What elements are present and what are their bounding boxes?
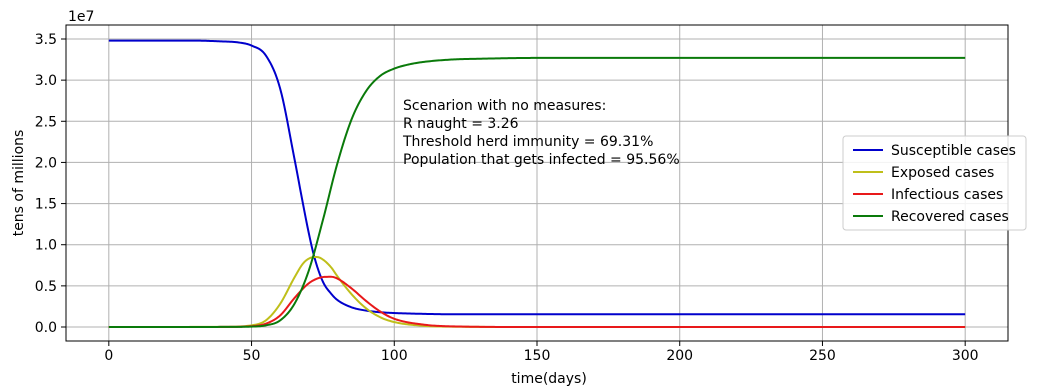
annotation-line: Population that gets infected = 95.56%	[403, 152, 680, 168]
x-axis-label: time(days)	[511, 371, 587, 387]
legend-entry: Infectious cases	[853, 187, 1003, 203]
y-tick-label: 0.5	[35, 279, 57, 295]
y-tick-label: 3.5	[35, 32, 57, 48]
ticks: 0 50 100 150 200 250 300 0.0 0.5 1.0 1.5 2.0 2.5 3.0 3…	[35, 32, 979, 364]
y-scale-label: 1e7	[68, 9, 94, 25]
y-tick-label: 2.0	[35, 155, 57, 171]
y-tick-label: 1.5	[35, 197, 57, 213]
legend-entry: Recovered cases	[853, 209, 1009, 225]
annotation: Scenarion with no measures: R naught = 3…	[402, 98, 680, 168]
y-tick-label: 1.0	[35, 238, 57, 254]
y-axis-label: tens of millions	[11, 130, 27, 237]
y-tick-label: 0.0	[35, 320, 57, 336]
x-tick-label: 50	[243, 348, 261, 364]
annotation-line: Threshold herd immunity = 69.31%	[402, 134, 653, 150]
x-tick-label: 150	[524, 348, 551, 364]
legend: Susceptible cases Exposed cases Infectio…	[842, 135, 1027, 231]
legend-label: Recovered cases	[891, 209, 1009, 225]
legend-entry: Susceptible cases	[853, 143, 1016, 159]
series-layer	[108, 39, 966, 329]
x-tick-label: 0	[104, 348, 113, 364]
annotation-line: Scenarion with no measures:	[403, 98, 606, 114]
x-tick-label: 100	[381, 348, 408, 364]
y-tick-label: 2.5	[35, 114, 57, 130]
legend-label: Susceptible cases	[891, 143, 1016, 159]
legend-label: Infectious cases	[891, 187, 1003, 203]
x-tick-label: 250	[809, 348, 836, 364]
series-line-recovered	[108, 56, 966, 329]
series-line-susceptible	[108, 39, 966, 316]
x-tick-label: 200	[666, 348, 693, 364]
annotation-line: R naught = 3.26	[403, 116, 519, 132]
x-tick-label: 300	[952, 348, 979, 364]
legend-entry: Exposed cases	[853, 165, 994, 181]
legend-label: Exposed cases	[891, 165, 994, 181]
legend-box	[842, 135, 1027, 231]
y-tick-label: 3.0	[35, 73, 57, 89]
